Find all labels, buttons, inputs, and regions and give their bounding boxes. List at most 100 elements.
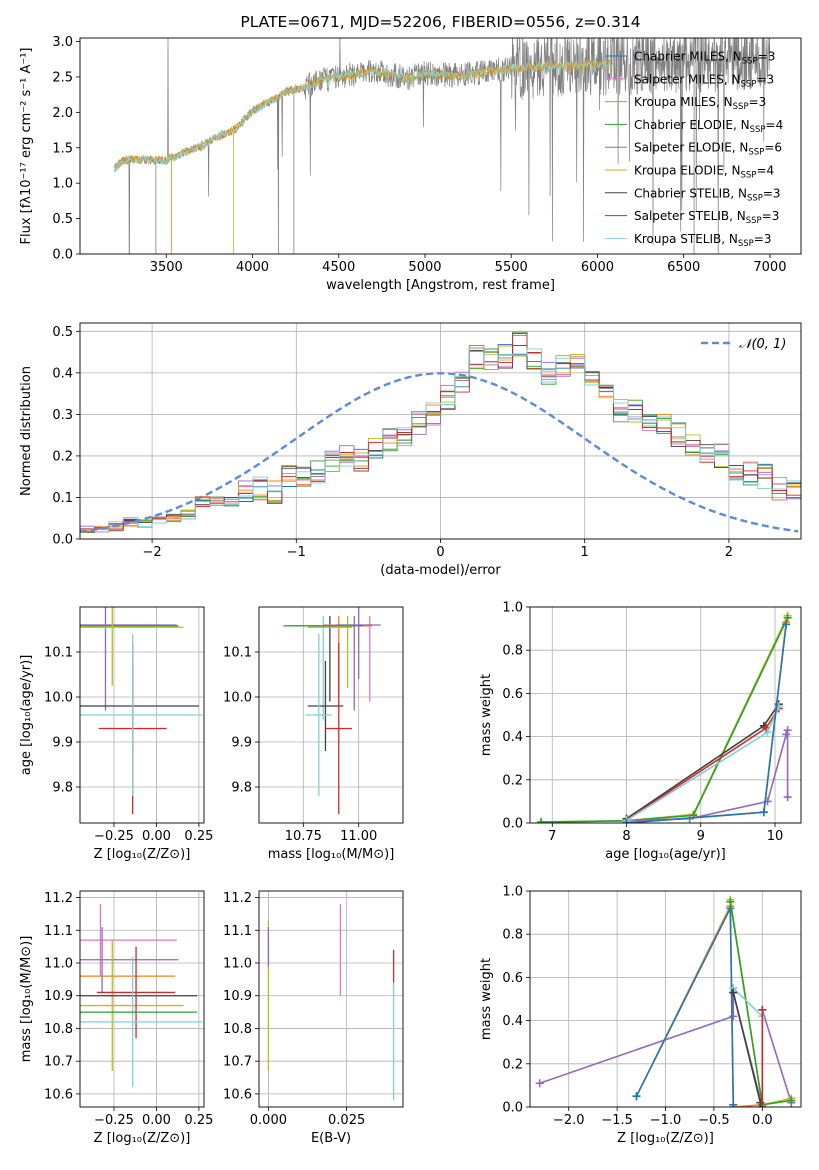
- x-tick-label: 8: [622, 829, 630, 844]
- x-tick-label: 9: [697, 829, 705, 844]
- y-tick-label: 10.6: [44, 1087, 73, 1102]
- weight-marker: [729, 1012, 738, 1021]
- legend-label: Chabrier ELODIE, N: [634, 118, 750, 132]
- legend-subscript: SSP: [733, 102, 749, 112]
- legend-entry: Salpeter ELODIE, NSSP=6: [634, 141, 782, 158]
- y-tick-label: 0.4: [502, 730, 523, 745]
- x-axis-label: Z [log₁₀(Z/Z⊙)]: [94, 847, 191, 862]
- legend-label: Chabrier MILES, N: [634, 50, 742, 64]
- legend-subscript: SSP: [741, 79, 757, 89]
- x-tick-label: 11.00: [340, 829, 377, 844]
- legend-suffix: =3: [756, 72, 774, 86]
- weight-marker: [729, 988, 738, 997]
- y-tick-label: 10.0: [223, 691, 252, 706]
- x-tick-label: 10.75: [285, 829, 322, 844]
- histograms: [80, 331, 801, 533]
- legend-entry: Kroupa ELODIE, NSSP=4: [634, 164, 774, 181]
- x-tick-label: 5000: [408, 260, 441, 275]
- legend-suffix: =6: [764, 141, 782, 155]
- y-tick-label: 10.1: [44, 646, 73, 661]
- normal-curve: [80, 372, 799, 533]
- errorbars: [80, 904, 203, 1088]
- model-spectrum-kroupa_stelib: [114, 59, 615, 172]
- weight-marker: [758, 1005, 767, 1014]
- x-tick-label: −2.0: [553, 1113, 585, 1128]
- legend-entry: Kroupa MILES, NSSP=3: [634, 95, 766, 112]
- legend-suffix: =3: [763, 186, 781, 200]
- weight-marker: [783, 793, 792, 802]
- y-tick-label: 2.0: [52, 106, 73, 121]
- y-tick-label: 0.5: [52, 212, 73, 227]
- x-tick-label: 0.00: [142, 1113, 171, 1128]
- x-axis-label: Z [log₁₀(Z/Z⊙)]: [94, 1131, 191, 1146]
- plot-frame: [529, 606, 802, 824]
- legend-suffix: =4: [766, 118, 784, 132]
- weight-marker: [535, 1079, 544, 1088]
- weight-marker: [632, 1092, 641, 1101]
- x-tick-label: 7: [548, 829, 556, 844]
- weight-lines: [535, 895, 796, 1107]
- chart-6: 0.000 0.025 10.6 10.7 10.8 10.9 11.0 11.1 11.2 E(…: [223, 890, 404, 1146]
- y-tick-label: 11.2: [44, 891, 73, 906]
- x-tick-label: −1: [287, 545, 306, 560]
- y-tick-label: 10.9: [44, 989, 73, 1004]
- plot-frame: [79, 37, 802, 255]
- chart-title: PLATE=0671, MJD=52206, FIBERID=0556, z=0…: [240, 13, 640, 31]
- x-tick-label: −1.0: [650, 1113, 682, 1128]
- legend-label: Salpeter STELIB, N: [634, 209, 746, 223]
- weight-series-chabrier_elodie: [541, 617, 789, 823]
- weight-series-kroupa_miles: [626, 622, 787, 823]
- x-tick-label: 2: [725, 545, 733, 560]
- x-axis-label: (data-model)/error: [380, 563, 501, 578]
- errorbars: [283, 607, 381, 814]
- y-tick-label: 9.8: [231, 781, 252, 796]
- y-tick-label: 10.1: [223, 646, 252, 661]
- y-tick-label: 9.8: [52, 781, 73, 796]
- x-tick-label: 0.000: [250, 1113, 287, 1128]
- y-tick-label: 0.2: [52, 449, 73, 464]
- y-tick-label: 2.5: [52, 70, 73, 85]
- x-axis-label: E(B-V): [311, 1131, 351, 1146]
- y-tick-label: 0.0: [502, 1101, 523, 1116]
- y-tick-label: 1.5: [52, 141, 73, 156]
- weight-marker: [783, 613, 792, 622]
- legend-label: Salpeter MILES, N: [634, 72, 741, 86]
- chart-1: −2 −1 0 1 2 0.0 0.1 0.2 0.3 0.4 0.5 (data-model)/er…: [19, 322, 802, 578]
- x-tick-label: −0.5: [698, 1113, 730, 1128]
- y-tick-label: 0.2: [502, 1057, 523, 1072]
- x-tick-label: −1.5: [601, 1113, 633, 1128]
- y-tick-label: 0.4: [52, 366, 73, 381]
- y-tick-label: 0.2: [502, 773, 523, 788]
- legend-suffix: =3: [754, 232, 772, 246]
- x-tick-label: 4000: [236, 260, 269, 275]
- legend-entry: Salpeter MILES, NSSP=3: [634, 72, 774, 89]
- x-tick-label: 0: [436, 545, 444, 560]
- y-tick-label: 0.0: [502, 817, 523, 832]
- y-tick-label: 0.8: [502, 644, 523, 659]
- legend-entry: Chabrier STELIB, NSSP=3: [634, 186, 781, 203]
- y-axis-label: mass weight: [479, 958, 494, 1040]
- weight-marker: [537, 818, 546, 823]
- y-tick-label: 3.0: [52, 35, 73, 50]
- legend-subscript: SSP: [748, 148, 764, 158]
- legend-entry: Chabrier ELODIE, NSSP=4: [634, 118, 783, 135]
- y-tick-label: 0.3: [52, 408, 73, 423]
- weight-marker: [787, 1096, 796, 1105]
- y-tick-label: 10.0: [44, 691, 73, 706]
- weight-marker: [759, 808, 768, 817]
- y-tick-label: 0.6: [502, 971, 523, 986]
- y-tick-label: 11.1: [44, 924, 73, 939]
- y-tick-label: 10.9: [223, 989, 252, 1004]
- plot-frame: [79, 322, 802, 540]
- legend-entry: Chabrier MILES, NSSP=3: [634, 50, 775, 67]
- x-tick-label: 0.00: [142, 829, 171, 844]
- legend-label: Kroupa STELIB, N: [634, 232, 738, 246]
- weight-marker: [783, 726, 792, 735]
- legend-subscript: SSP: [742, 57, 758, 67]
- x-tick-label: 10: [767, 829, 784, 844]
- weight-series-salpeter_elodie: [626, 729, 789, 822]
- chart-2: −0.25 0.00 0.25 9.8 9.9 10.0 10.1 Z [log₁₀(Z/Z⊙…: [19, 606, 213, 862]
- chart-7: −2.0 −1.5 −1.0 −0.5 0.0 0.0 0.2 0.4 0.6 0.8 1.0 Z […: [479, 885, 802, 1146]
